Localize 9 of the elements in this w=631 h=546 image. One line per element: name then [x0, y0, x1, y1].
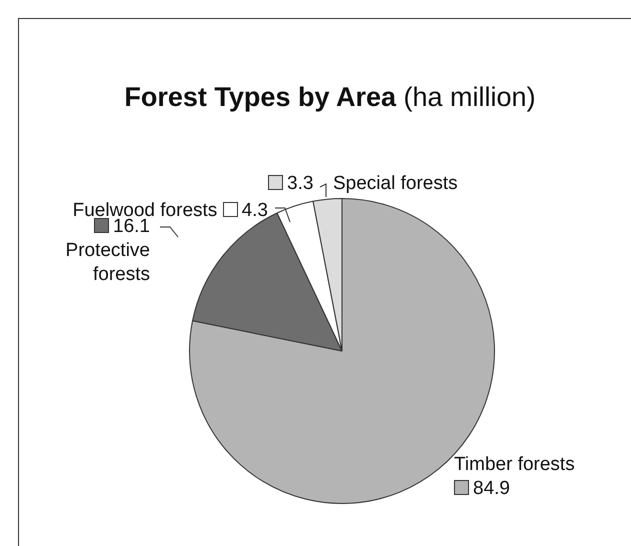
chart-title: Forest Types by Area [124, 82, 396, 112]
data-label: 84.9 [473, 478, 510, 499]
chart-subtitle: (ha million) [404, 82, 536, 112]
data-label: 16.1 [113, 216, 150, 237]
data-label: 4.3 [242, 200, 268, 221]
data-label: 3.3 [287, 173, 314, 194]
slice-label: Special forests [333, 172, 458, 196]
slice-label: Timber forests [454, 454, 575, 475]
slice-label: Protective forests [66, 240, 150, 285]
